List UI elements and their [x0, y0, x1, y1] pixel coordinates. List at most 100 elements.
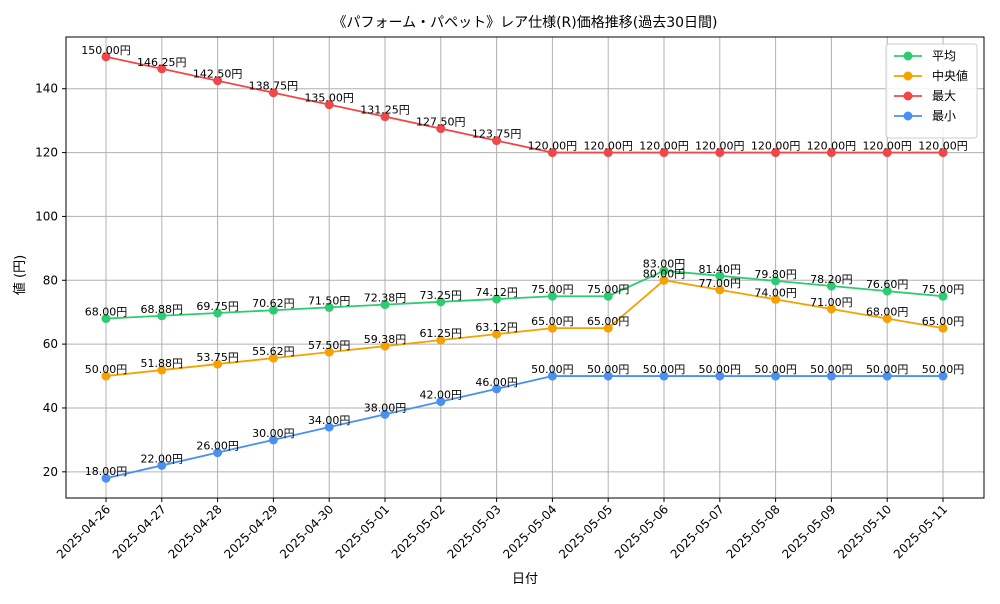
data-labels-layer: 68.00円 68.88円 69.75円 70.62円 71.50円 72.38円 73.2… [81, 44, 968, 478]
data-label: 50.00円 [866, 363, 909, 376]
data-point [603, 323, 613, 333]
data-label: 142.50円 [193, 68, 243, 81]
x-tick-label: 2025-05-03 [445, 502, 504, 561]
data-point [715, 148, 725, 158]
data-label: 50.00円 [587, 363, 630, 376]
data-point [771, 371, 781, 381]
data-label: 63.12円 [475, 321, 518, 334]
data-label: 38.00円 [364, 401, 407, 414]
data-point [659, 275, 669, 285]
data-point [213, 76, 223, 86]
legend-marker [903, 71, 913, 81]
data-label: 65.00円 [587, 315, 630, 328]
legend-marker [903, 51, 913, 61]
data-point [882, 148, 892, 158]
data-point [603, 148, 613, 158]
data-point [882, 314, 892, 324]
data-point [380, 112, 390, 122]
data-label: 74.00円 [754, 286, 797, 299]
data-point [659, 371, 669, 381]
data-point [547, 371, 557, 381]
series-layer [101, 52, 948, 483]
x-tick-label: 2025-05-11 [891, 502, 950, 561]
data-point [324, 422, 334, 432]
x-tick-label: 2025-05-01 [333, 502, 392, 561]
data-label: 120.00円 [918, 140, 968, 153]
data-label: 80.00円 [643, 267, 686, 280]
data-point [101, 473, 111, 483]
data-label: 127.50円 [416, 116, 466, 129]
data-point [715, 271, 725, 281]
data-point [436, 335, 446, 345]
data-label: 81.40円 [699, 263, 742, 276]
data-label: 72.38円 [364, 292, 407, 305]
data-label: 50.00円 [699, 363, 742, 376]
data-label: 61.25円 [420, 327, 463, 340]
data-point [771, 148, 781, 158]
data-point [380, 300, 390, 310]
data-label: 34.00円 [308, 414, 351, 427]
chart-title: 《パフォーム・パペット》レア仕様(R)価格推移(過去30日間) [333, 15, 718, 31]
data-point [213, 448, 223, 458]
data-point [938, 148, 948, 158]
y-tick-label: 100 [35, 209, 58, 223]
y-tick-label: 20 [43, 465, 58, 479]
data-point [268, 353, 278, 363]
data-point [157, 311, 167, 321]
data-point [492, 136, 502, 146]
data-label: 30.00円 [252, 427, 295, 440]
data-point [101, 52, 111, 62]
data-label: 146.25円 [137, 56, 187, 69]
x-axis-title: 日付 [512, 572, 538, 587]
x-tick-label: 2025-05-05 [556, 502, 615, 561]
data-label: 59.38円 [364, 333, 407, 346]
data-point [603, 291, 613, 301]
data-point [436, 397, 446, 407]
data-point [659, 266, 669, 276]
data-point [938, 291, 948, 301]
x-tick-label: 2025-05-02 [389, 502, 448, 561]
legend-label: 最小 [932, 109, 956, 123]
data-label: 83.00円 [643, 258, 686, 271]
data-point [938, 371, 948, 381]
data-label: 65.00円 [922, 315, 965, 328]
data-label: 120.00円 [862, 140, 912, 153]
legend-marker [903, 111, 913, 121]
data-label: 73.25円 [420, 289, 463, 302]
data-label: 74.12円 [475, 286, 518, 299]
data-label: 55.62円 [252, 345, 295, 358]
data-label: 76.60円 [866, 278, 909, 291]
data-label: 150.00円 [81, 44, 131, 57]
data-label: 75.00円 [922, 283, 965, 296]
data-point [938, 323, 948, 333]
data-point [380, 409, 390, 419]
x-tick-label: 2025-05-08 [724, 502, 783, 561]
grid-layer [66, 37, 984, 498]
y-tick-label: 40 [43, 401, 58, 415]
data-label: 123.75円 [472, 128, 522, 141]
data-label: 42.00円 [420, 389, 463, 402]
data-point [157, 365, 167, 375]
data-label: 120.00円 [583, 140, 633, 153]
data-point [659, 148, 669, 158]
data-point [213, 359, 223, 369]
data-label: 46.00円 [475, 376, 518, 389]
data-label: 120.00円 [528, 140, 578, 153]
series-line [105, 55, 943, 154]
data-point [268, 435, 278, 445]
data-label: 70.62円 [252, 297, 295, 310]
y-tick-label: 140 [35, 82, 58, 96]
data-point [101, 371, 111, 381]
data-point [380, 341, 390, 351]
data-label: 78.20円 [810, 273, 853, 286]
data-point [324, 100, 334, 110]
y-axis-title: 値 (円) [12, 255, 28, 295]
data-point [436, 124, 446, 134]
data-point [492, 384, 502, 394]
data-point [882, 286, 892, 296]
data-point [882, 371, 892, 381]
data-label: 50.00円 [754, 363, 797, 376]
x-tick-label: 2025-04-27 [110, 502, 169, 561]
